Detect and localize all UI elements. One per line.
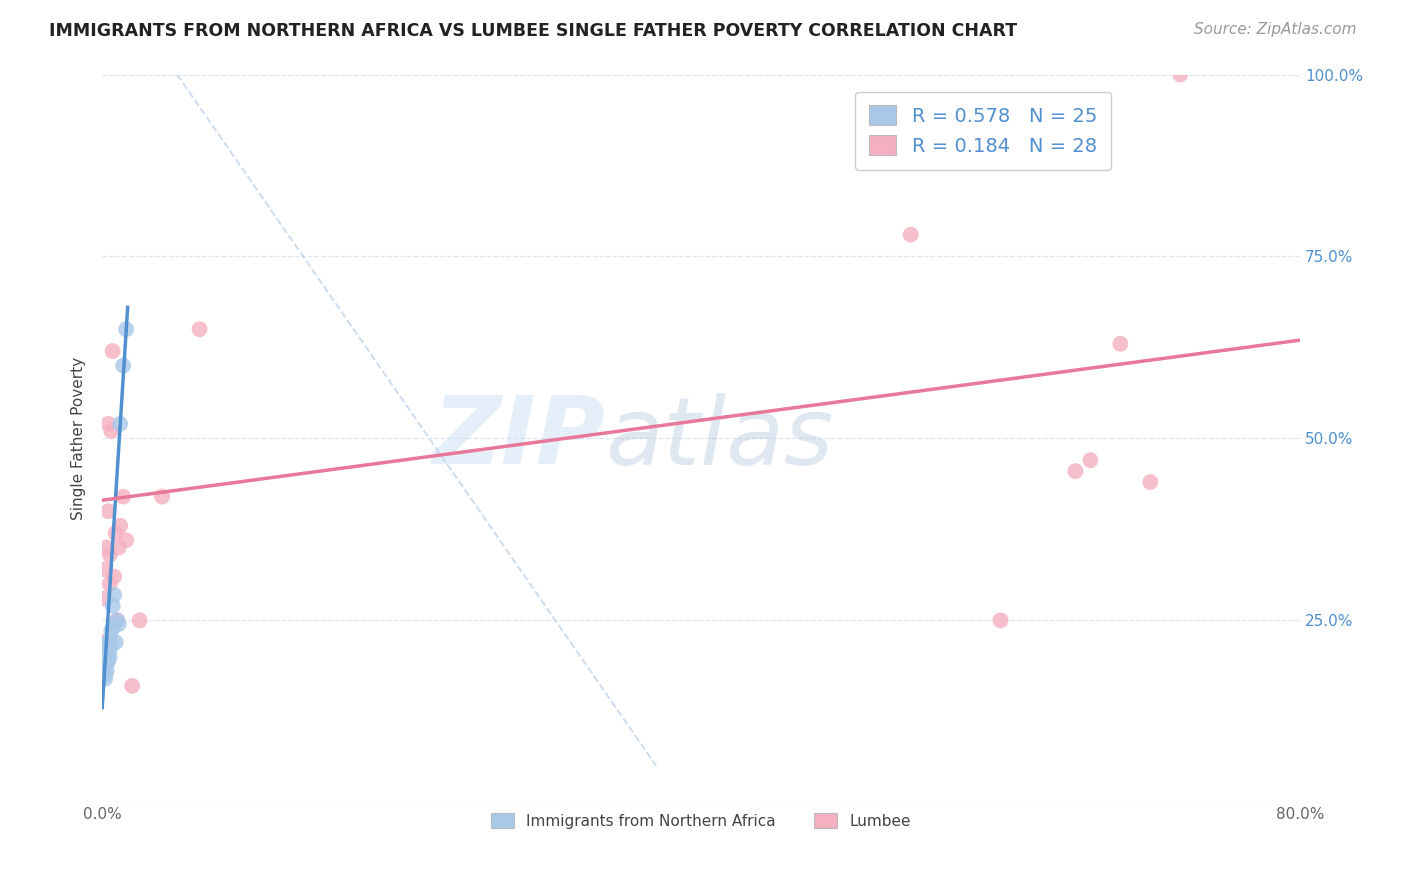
Point [94, 591, 117, 606]
Point [97, 504, 120, 518]
Point [94, 562, 117, 576]
Point [96, 541, 118, 555]
Point [94, 672, 117, 686]
Y-axis label: Single Father Poverty: Single Father Poverty [72, 357, 86, 520]
Point [1139, 475, 1161, 489]
Point [98, 577, 121, 591]
Point [115, 533, 138, 548]
Point [103, 588, 125, 602]
Point [98, 649, 121, 664]
Point [96, 649, 118, 664]
Point [100, 424, 122, 438]
Point [128, 613, 150, 627]
Point [1064, 464, 1087, 478]
Point [103, 569, 125, 583]
Text: IMMIGRANTS FROM NORTHERN AFRICA VS LUMBEE SINGLE FATHER POVERTY CORRELATION CHAR: IMMIGRANTS FROM NORTHERN AFRICA VS LUMBE… [49, 22, 1018, 40]
Point [900, 227, 922, 242]
Point [100, 624, 122, 639]
Point [112, 490, 135, 504]
Point [188, 322, 211, 336]
Point [97, 653, 120, 667]
Point [108, 417, 131, 431]
Point [98, 635, 121, 649]
Point [96, 657, 118, 671]
Text: ZIP: ZIP [433, 392, 606, 484]
Text: Source: ZipAtlas.com: Source: ZipAtlas.com [1194, 22, 1357, 37]
Point [1109, 336, 1132, 351]
Point [97, 635, 120, 649]
Point [101, 599, 124, 613]
Legend: Immigrants from Northern Africa, Lumbee: Immigrants from Northern Africa, Lumbee [485, 807, 917, 835]
Point [112, 359, 135, 373]
Point [94, 665, 117, 679]
Point [150, 490, 173, 504]
Point [93, 668, 115, 682]
Point [96, 665, 118, 679]
Point [105, 613, 128, 627]
Point [94, 649, 117, 664]
Point [107, 617, 129, 632]
Point [990, 613, 1012, 627]
Text: atlas: atlas [606, 392, 834, 483]
Point [104, 635, 127, 649]
Point [101, 344, 124, 359]
Point [101, 621, 124, 635]
Point [98, 642, 121, 657]
Point [115, 322, 138, 336]
Point [93, 635, 115, 649]
Point [108, 518, 131, 533]
Point [104, 526, 127, 541]
Point [97, 653, 120, 667]
Point [121, 679, 143, 693]
Point [96, 649, 118, 664]
Point [1080, 453, 1102, 467]
Point [98, 548, 121, 562]
Point [105, 613, 128, 627]
Point [1168, 68, 1191, 82]
Point [97, 417, 120, 431]
Point [107, 541, 129, 555]
Point [100, 635, 122, 649]
